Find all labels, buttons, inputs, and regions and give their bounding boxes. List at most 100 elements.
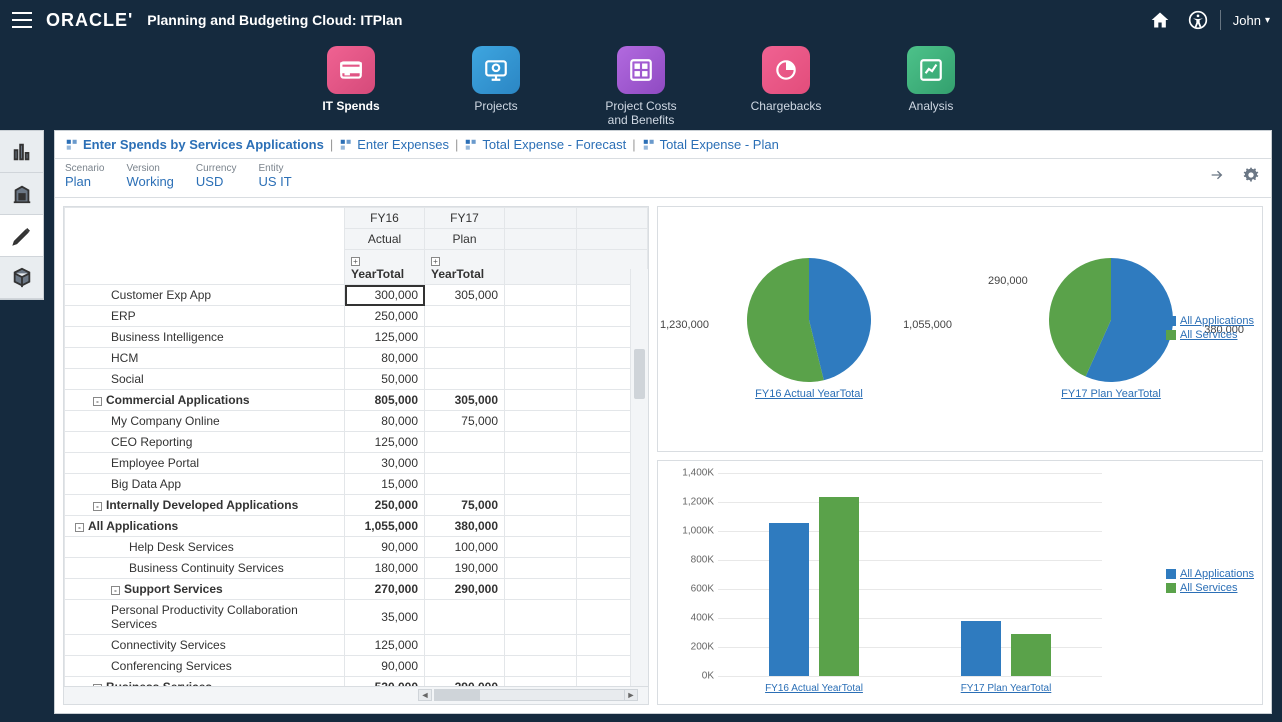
- grid-cell[interactable]: 180,000: [345, 558, 425, 579]
- grid-cell[interactable]: 30,000: [345, 453, 425, 474]
- menu-icon[interactable]: [12, 12, 32, 28]
- grid-cell[interactable]: 190,000: [425, 558, 505, 579]
- form-tabs: Enter Spends by Services Applications|En…: [55, 131, 1271, 159]
- pov-entity[interactable]: EntityUS IT: [259, 163, 292, 189]
- row-header[interactable]: Business Continuity Services: [65, 558, 345, 579]
- row-header[interactable]: Social: [65, 369, 345, 390]
- bar[interactable]: [769, 523, 809, 676]
- grid-cell[interactable]: 90,000: [345, 656, 425, 677]
- row-header[interactable]: -All Applications: [65, 516, 345, 537]
- grid-cell[interactable]: [425, 348, 505, 369]
- grid-cell[interactable]: 805,000: [345, 390, 425, 411]
- grid-hscroll[interactable]: ◄ ►: [64, 686, 648, 704]
- settings-icon[interactable]: [1239, 163, 1263, 187]
- grid-cell[interactable]: 15,000: [345, 474, 425, 495]
- scroll-right-icon[interactable]: ►: [624, 689, 638, 701]
- grid-vscroll[interactable]: [630, 269, 648, 686]
- nav-analysis[interactable]: Analysis: [886, 46, 976, 128]
- row-header[interactable]: Help Desk Services: [65, 537, 345, 558]
- grid-cell[interactable]: [425, 432, 505, 453]
- row-header[interactable]: -Internally Developed Applications: [65, 495, 345, 516]
- row-header[interactable]: Business Intelligence: [65, 327, 345, 348]
- bar-chart-icon[interactable]: [0, 131, 43, 173]
- grid-cell[interactable]: 290,000: [425, 677, 505, 687]
- row-header[interactable]: My Company Online: [65, 411, 345, 432]
- grid-cell[interactable]: [425, 635, 505, 656]
- pov-version[interactable]: VersionWorking: [126, 163, 173, 189]
- grid-cell[interactable]: 520,000: [345, 677, 425, 687]
- row-header[interactable]: -Business Services: [65, 677, 345, 687]
- nav-projects[interactable]: Projects: [451, 46, 541, 128]
- bar[interactable]: [1011, 634, 1051, 676]
- row-header[interactable]: Personal Productivity Collaboration Serv…: [65, 600, 345, 635]
- pov-currency[interactable]: CurrencyUSD: [196, 163, 237, 189]
- grid-cell[interactable]: [425, 327, 505, 348]
- grid-cell[interactable]: [425, 453, 505, 474]
- grid-cell[interactable]: 250,000: [345, 306, 425, 327]
- grid-cell[interactable]: [425, 600, 505, 635]
- grid-cell[interactable]: 35,000: [345, 600, 425, 635]
- go-button[interactable]: [1205, 163, 1229, 187]
- grid-cell[interactable]: 80,000: [345, 348, 425, 369]
- grid-cell[interactable]: 380,000: [425, 516, 505, 537]
- legend-item[interactable]: All Applications: [1180, 315, 1254, 327]
- grid-cell[interactable]: 1,055,000: [345, 516, 425, 537]
- grid-cell[interactable]: 75,000: [425, 495, 505, 516]
- cube-icon[interactable]: [0, 257, 43, 299]
- grid-cell[interactable]: 50,000: [345, 369, 425, 390]
- legend-item[interactable]: All Applications: [1180, 568, 1254, 580]
- accessibility-icon[interactable]: [1188, 10, 1208, 30]
- nav-it-spends[interactable]: IT Spends: [306, 46, 396, 128]
- tab-total-forecast[interactable]: Total Expense - Forecast: [464, 137, 626, 152]
- bar-x-label[interactable]: FY16 Actual YearTotal: [744, 683, 884, 694]
- pencil-icon[interactable]: [0, 215, 43, 257]
- grid-cell[interactable]: 125,000: [345, 432, 425, 453]
- grid-cell[interactable]: 125,000: [345, 635, 425, 656]
- grid-cell[interactable]: [425, 306, 505, 327]
- grid-cell[interactable]: 100,000: [425, 537, 505, 558]
- tab-enter-expenses[interactable]: Enter Expenses: [339, 137, 449, 152]
- bar[interactable]: [819, 497, 859, 676]
- grid-cell[interactable]: 75,000: [425, 411, 505, 432]
- row-header[interactable]: Conferencing Services: [65, 656, 345, 677]
- grid-cell[interactable]: 305,000: [425, 390, 505, 411]
- grid-cell[interactable]: 90,000: [345, 537, 425, 558]
- grid-cell[interactable]: 290,000: [425, 579, 505, 600]
- row-header[interactable]: -Support Services: [65, 579, 345, 600]
- legend-item[interactable]: All Services: [1180, 582, 1237, 594]
- grid-cell[interactable]: 270,000: [345, 579, 425, 600]
- row-header[interactable]: Customer Exp App: [65, 285, 345, 306]
- grid-cell[interactable]: 305,000: [425, 285, 505, 306]
- legend-item[interactable]: All Services: [1180, 329, 1237, 341]
- row-header[interactable]: -Commercial Applications: [65, 390, 345, 411]
- data-grid[interactable]: FY16FY17ActualPlan+ YearTotal+ YearTotal…: [64, 207, 648, 686]
- row-header[interactable]: ERP: [65, 306, 345, 327]
- home-icon[interactable]: [1150, 10, 1170, 30]
- scroll-left-icon[interactable]: ◄: [418, 689, 432, 701]
- bar-x-label[interactable]: FY17 Plan YearTotal: [936, 683, 1076, 694]
- tab-enter-spends[interactable]: Enter Spends by Services Applications: [65, 137, 324, 152]
- nav-chargebacks[interactable]: Chargebacks: [741, 46, 831, 128]
- pie-caption[interactable]: FY17 Plan YearTotal: [1061, 388, 1161, 400]
- row-header[interactable]: Employee Portal: [65, 453, 345, 474]
- bar[interactable]: [961, 621, 1001, 676]
- grid-cell[interactable]: 125,000: [345, 327, 425, 348]
- nav-project-costs[interactable]: Project Costs and Benefits: [596, 46, 686, 128]
- nav-label: Project Costs and Benefits: [596, 100, 686, 128]
- building-icon[interactable]: [0, 173, 43, 215]
- grid-cell[interactable]: [425, 369, 505, 390]
- grid-cell[interactable]: [425, 474, 505, 495]
- tab-total-plan[interactable]: Total Expense - Plan: [642, 137, 779, 152]
- grid-cell[interactable]: 300,000: [345, 285, 425, 306]
- row-header[interactable]: CEO Reporting: [65, 432, 345, 453]
- row-header[interactable]: Big Data App: [65, 474, 345, 495]
- user-menu[interactable]: John: [1233, 13, 1270, 28]
- grid-cell[interactable]: [425, 656, 505, 677]
- grid-cell[interactable]: 250,000: [345, 495, 425, 516]
- pov-scenario[interactable]: ScenarioPlan: [65, 163, 104, 189]
- grid-cell[interactable]: 80,000: [345, 411, 425, 432]
- row-header[interactable]: HCM: [65, 348, 345, 369]
- user-name: John: [1233, 13, 1261, 28]
- row-header[interactable]: Connectivity Services: [65, 635, 345, 656]
- pie-caption[interactable]: FY16 Actual YearTotal: [755, 388, 863, 400]
